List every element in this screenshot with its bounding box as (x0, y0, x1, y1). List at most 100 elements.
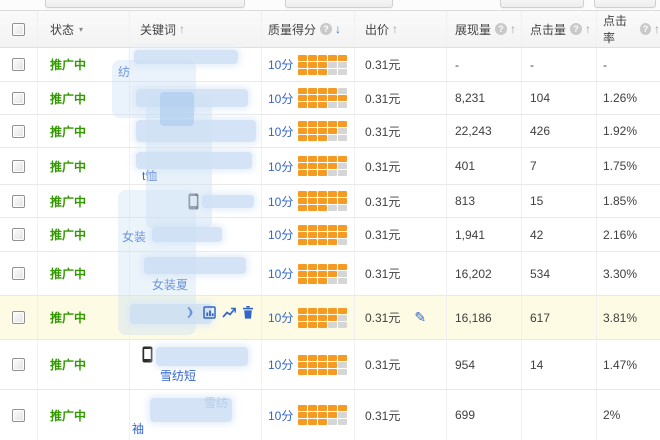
keyword-fragment: 女装夏 (152, 278, 189, 292)
keyword-cell[interactable] (130, 185, 262, 217)
bid-value: 0.31元 (365, 311, 401, 325)
status-badge: 推广中 (50, 311, 87, 325)
row-checkbox[interactable] (12, 58, 25, 71)
sort-asc-icon[interactable]: ↑ (392, 22, 399, 36)
clicks-value: 42 (530, 227, 544, 242)
row-checkbox[interactable] (12, 194, 25, 208)
status-badge: 推广中 (50, 124, 87, 139)
clicks-value: 104 (530, 91, 551, 105)
keyword-cell[interactable]: 女装夏 (130, 252, 262, 295)
quality-score: 10分 (268, 358, 294, 372)
table-row: 推广中 纺 10分 0.31元 - - - (0, 48, 660, 82)
help-icon[interactable]: ? (320, 23, 333, 35)
impressions-value: 954 (455, 357, 476, 372)
quality-score: 10分 (268, 91, 294, 106)
keyword-cell[interactable]: 纺 (118, 48, 262, 81)
censored-keyword-blob (130, 304, 212, 324)
row-checkbox[interactable] (12, 124, 25, 138)
edit-bid-pencil-icon[interactable]: ✎ (414, 309, 427, 325)
toolbar-button-partial[interactable] (594, 0, 656, 8)
status-badge: 推广中 (50, 159, 87, 174)
help-icon[interactable]: ? (495, 23, 508, 35)
row-checkbox[interactable] (12, 228, 25, 241)
row-checkbox[interactable] (12, 267, 25, 280)
quality-score: 10分 (268, 159, 294, 174)
column-header-clicks[interactable]: 点击量 ? ↑ (522, 11, 597, 47)
toolbar-button-partial[interactable] (285, 0, 393, 8)
column-header-quality[interactable]: 质量得分 ? ↓ (262, 11, 355, 47)
quality-score: 10分 (268, 228, 294, 242)
select-all-checkbox[interactable] (12, 22, 25, 36)
help-icon[interactable]: ? (570, 23, 583, 35)
delete-trash-icon[interactable] (242, 306, 254, 319)
mobile-phone-icon (142, 346, 153, 366)
keyword-cell[interactable]: t恤 (130, 148, 262, 184)
ctr-value: 3.30% (603, 266, 638, 281)
bid-value: 0.31元 (365, 91, 401, 106)
keyword-cell[interactable]: 雪纺 袖 (130, 390, 262, 440)
row-checkbox[interactable] (12, 159, 25, 173)
row-checkbox[interactable] (12, 311, 25, 324)
keyword-fragment: 纺 (118, 65, 131, 79)
table-row: 推广中 10分 0.31元 813 15 1.85% (0, 185, 660, 218)
help-icon[interactable]: ? (640, 23, 651, 35)
quality-score: 10分 (268, 124, 294, 139)
quality-grid (298, 354, 348, 375)
clicks-value: 426 (530, 124, 551, 138)
clicks-value: 617 (530, 310, 551, 325)
trend-line-icon[interactable] (222, 306, 236, 319)
sort-asc-icon[interactable]: ↑ (510, 22, 517, 36)
column-header-bid[interactable]: 出价 ↑ (355, 11, 447, 47)
keyword-cell[interactable] (130, 82, 262, 114)
quality-score: 10分 (268, 311, 294, 325)
ctr-value: 1.92% (603, 124, 638, 138)
bid-value: 0.31元 (365, 159, 401, 174)
row-checkbox[interactable] (12, 91, 25, 105)
censored-keyword-blob (152, 227, 222, 242)
status-badge: 推广中 (50, 228, 87, 242)
impressions-value: 813 (455, 194, 476, 208)
row-checkbox[interactable] (12, 408, 25, 422)
quality-grid (298, 88, 348, 108)
censored-keyword-blob (144, 257, 246, 274)
impressions-value: - (455, 57, 459, 72)
rank-arc-icon[interactable] (184, 306, 197, 319)
quality-grid (298, 191, 348, 211)
table-row: 推广中 女装 10分 0.31元 1,941 42 2.16% (0, 218, 660, 252)
impressions-value: 401 (455, 159, 476, 173)
clicks-value: 14 (530, 357, 544, 372)
toolbar-button-partial[interactable] (500, 0, 584, 8)
column-header-ctr[interactable]: 点击率 ? ↑ (603, 14, 660, 45)
keyword-cell[interactable]: 女装 (122, 218, 262, 251)
keyword-cell[interactable]: 雪纺短 (130, 340, 262, 389)
sort-desc-active-icon[interactable]: ↓ (335, 22, 342, 36)
clicks-value: 534 (530, 266, 551, 281)
bid-value: 0.31元 (365, 194, 401, 209)
bid-value: 0.31元 (365, 58, 401, 72)
table-row: 推广中 雪纺短 10分 0.31元 954 14 1.47% (0, 340, 660, 390)
table-row: 推广中 10分 0.31元 22,243 426 1.92% (0, 115, 660, 148)
quality-grid (298, 405, 348, 425)
keyword-fragment: 女装 (122, 230, 147, 244)
status-badge: 推广中 (50, 267, 87, 281)
censored-keyword-blob (202, 195, 254, 208)
keyword-fragment: 袖 (132, 422, 145, 436)
sort-asc-icon[interactable]: ↑ (654, 22, 660, 36)
quality-grid (298, 224, 348, 245)
row-checkbox[interactable] (12, 358, 25, 371)
censored-keyword-blob (134, 50, 238, 64)
sort-asc-icon[interactable]: ↑ (179, 22, 186, 36)
column-header-impressions[interactable]: 展现量 ? ↑ (447, 11, 522, 47)
dropdown-caret-icon[interactable]: ▾ (79, 24, 84, 34)
sort-asc-icon[interactable]: ↑ (585, 22, 592, 36)
toolbar-button-partial[interactable] (45, 0, 245, 8)
chart-box-icon[interactable] (203, 306, 216, 319)
keyword-cell[interactable] (130, 296, 262, 339)
keyword-cell[interactable] (130, 115, 262, 147)
censored-keyword-blob (136, 152, 252, 169)
ctr-value: 1.75% (603, 159, 638, 173)
column-header-keyword[interactable]: 关键词 ↑ (130, 11, 262, 47)
column-header-status[interactable]: 状态 ▾ (38, 11, 130, 47)
bid-value: 0.31元 (365, 124, 401, 139)
